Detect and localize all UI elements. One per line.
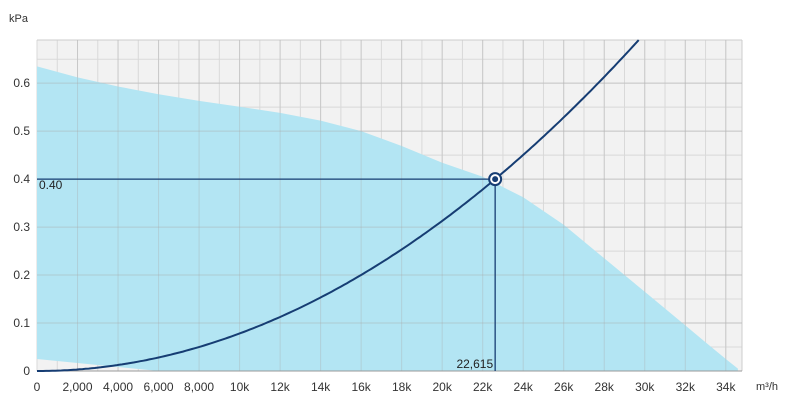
x-tick-label: 30k: [635, 380, 655, 394]
x-tick-label: 24k: [514, 380, 534, 394]
y-tick-label: 0.1: [13, 316, 30, 330]
y-tick-label: 0.4: [13, 172, 30, 186]
x-tick-label: 26k: [554, 380, 574, 394]
x-tick-label: 0: [34, 380, 41, 394]
y-tick-label: 0.5: [13, 124, 30, 138]
x-tick-label: 28k: [595, 380, 615, 394]
y-tick-label: 0.3: [13, 220, 30, 234]
x-tick-label: 14k: [311, 380, 331, 394]
x-tick-label: 16k: [351, 380, 371, 394]
system-curve: [37, 39, 640, 372]
x-tick-label: 10k: [230, 380, 250, 394]
x-tick-label: 20k: [432, 380, 452, 394]
operating-point-x-label: 22,615: [456, 357, 493, 371]
x-tick-label: 4,000: [103, 380, 133, 394]
x-axis-unit: m³/h: [756, 381, 778, 393]
x-tick-label: 18k: [392, 380, 412, 394]
operating-point-marker-center: [492, 176, 499, 183]
x-tick-label: 12k: [270, 380, 290, 394]
x-tick-label: 2,000: [63, 380, 93, 394]
performance-area: [37, 66, 738, 372]
y-tick-labels: 0 0.1 0.2 0.3 0.4 0.5 0.6: [13, 76, 30, 378]
y-tick-label: 0.6: [13, 76, 30, 90]
x-tick-label: 6,000: [144, 380, 174, 394]
y-tick-label: 0: [23, 364, 30, 378]
y-tick-label: 0.2: [13, 268, 30, 282]
operating-point-y-label: 0.40: [39, 178, 63, 192]
x-tick-label: 22k: [473, 380, 493, 394]
major-grid: [37, 40, 742, 371]
x-tick-label: 34k: [716, 380, 736, 394]
operating-point-guides: [37, 178, 496, 371]
x-tick-labels: 0 2,000 4,000 6,000 8,000 10k 12k 14k 16k 18k 20k 2…: [34, 380, 737, 394]
y-axis-unit: kPa: [9, 13, 29, 25]
x-tick-label: 8,000: [184, 380, 214, 394]
x-tick-label: 32k: [676, 380, 696, 394]
